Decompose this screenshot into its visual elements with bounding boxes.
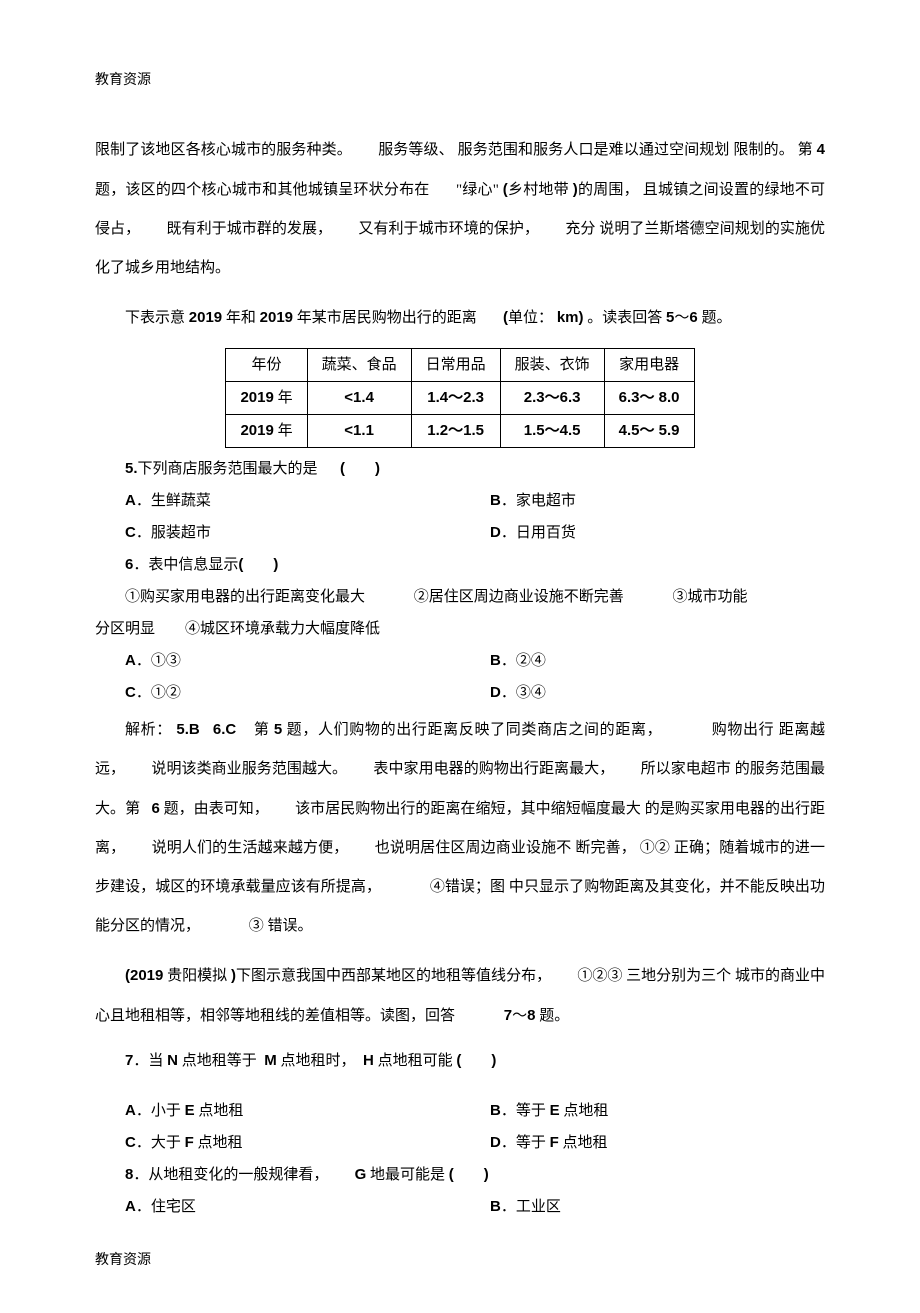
table-intro: 下表示意 2019 年和 2019 年某市居民购物出行的距离 (单位： km) … [95,298,825,338]
q8-options-ab: A．住宅区 B．工业区 [95,1192,825,1222]
page-header: 教育资源 [95,70,825,92]
q6-options-cd: C．①② D．③④ [95,678,825,708]
context-78: (2019 贵阳模拟 )下图示意我国中西部某地区的地租等值线分布， ①②③ 三地… [95,956,825,1036]
explanation-paragraph: 限制了该地区各核心城市的服务种类。 服务等级、 服务范围和服务人口是难以通过空间… [95,130,825,288]
th-year: 年份 [226,349,307,382]
th-daily: 日常用品 [411,349,500,382]
table-row: 2019 年 <1.4 1.4～2.3 2.3～6.3 6.3～ 8.0 [226,382,694,415]
solution-56: 解析： 5.B 6.C 第 5 题，人们购物的出行距离反映了同类商店之间的距离，… [95,710,825,946]
question-6: 6．表中信息显示( ) [95,550,825,580]
th-appl: 家用电器 [604,349,694,382]
q5-options-ab: A．生鲜蔬菜 B．家电超市 [95,486,825,516]
q5-options-cd: C．服装超市 D．日用百货 [95,518,825,548]
th-cloth: 服装、衣饰 [500,349,604,382]
q7-options-ab: A．小于 E 点地租 B．等于 E 点地租 [95,1096,825,1126]
q6-subline2: 分区明显 ④城区环境承载力大幅度降低 [95,614,825,644]
q6-options-ab: A．①③ B．②④ [95,646,825,676]
page-footer: 教育资源 [95,1250,825,1272]
question-8: 8．从地租变化的一般规律看， G 地最可能是 ( ) [95,1160,825,1190]
question-5: 5.下列商店服务范围最大的是( ) [95,454,825,484]
table-row: 2019 年 <1.1 1.2～1.5 1.5～4.5 4.5～ 5.9 [226,415,694,448]
document-page: 教育资源 限制了该地区各核心城市的服务种类。 服务等级、 服务范围和服务人口是难… [0,0,920,1313]
q7-options-cd: C．大于 F 点地租 D．等于 F 点地租 [95,1128,825,1158]
th-veg: 蔬菜、食品 [307,349,411,382]
table-head-row: 年份 蔬菜、食品 日常用品 服装、衣饰 家用电器 [226,349,694,382]
q6-subline: ①购买家用电器的出行距离变化最大 ②居住区周边商业设施不断完善 ③城市功能 [95,582,825,612]
question-7: 7．当 N 点地租等于 M 点地租时， H 点地租可能 ( ) [95,1046,825,1076]
shopping-distance-table: 年份 蔬菜、食品 日常用品 服装、衣饰 家用电器 2019 年 <1.4 1.4… [225,348,694,448]
